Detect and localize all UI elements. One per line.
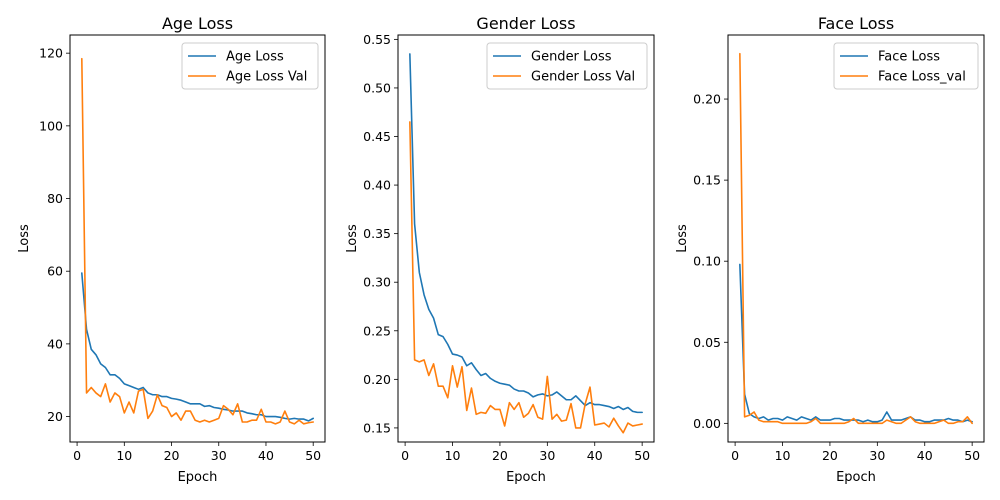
face-loss-chart: 0 10 20 30 40 50 0.00 0.05 0.10 0.15 0.20 Epoch Loss… [675, 14, 985, 485]
gender-loss-y-tick-label: 0.30 [363, 275, 391, 290]
gender-loss-y-axis-label: Loss [345, 224, 360, 253]
gender-loss-legend [486, 42, 648, 90]
face-loss-legend [833, 42, 979, 90]
age-loss-y-tick-label: 100 [39, 118, 63, 133]
gender-loss-x-tick-label: 10 [445, 448, 461, 463]
face-loss-legend-label: Face Loss [878, 50, 940, 65]
face-loss-y-axis-label: Loss [675, 224, 690, 253]
gender-loss-x-axis-label: Epoch [506, 470, 546, 485]
gender-loss-legend-label: Gender Loss Val [531, 70, 635, 85]
age-loss-x-axis-label: Epoch [178, 470, 218, 485]
age-loss-y-tick-label: 20 [47, 409, 63, 424]
face-loss-series-train-line [739, 263, 973, 423]
age-loss-y-axis-label: Loss [17, 224, 32, 253]
gender-loss-chart-title: Gender Loss [476, 14, 575, 33]
age-loss-x-tick-label: 0 [73, 448, 81, 463]
gender-loss-legend-label: Gender Loss [531, 50, 612, 65]
age-loss-chart-title: Age Loss [162, 14, 233, 33]
gender-loss-x-tick-label: 40 [587, 448, 603, 463]
gender-loss-series-val-line [409, 121, 643, 434]
age-loss-x-tick-label: 30 [211, 448, 227, 463]
gender-loss-y-tick-label: 0.50 [363, 80, 391, 95]
gender-loss-axes-frame [397, 34, 655, 443]
age-loss-y-tick-label: 120 [39, 46, 63, 61]
age-loss-chart: 0 10 20 30 40 50 20 40 60 80 100 120 Epoch Loss Age Lo… [17, 14, 326, 485]
age-loss-series-train-line [81, 272, 314, 422]
age-loss-x-tick-label: 40 [258, 448, 274, 463]
gender-loss-x-tick-label: 30 [539, 448, 555, 463]
age-loss-x-tick-label: 10 [116, 448, 132, 463]
gender-loss-y-tick-label: 0.35 [363, 226, 391, 241]
face-loss-legend-label: Face Loss_val [878, 70, 966, 85]
face-loss-x-tick-label: 10 [775, 448, 791, 463]
gender-loss-y-tick-label: 0.20 [363, 372, 391, 387]
gender-loss-x-tick-label: 20 [492, 448, 508, 463]
age-loss-legend [181, 42, 319, 90]
age-loss-x-tick-label: 50 [305, 448, 321, 463]
gender-loss-x-tick-label: 50 [634, 448, 650, 463]
face-loss-axes-frame [727, 34, 985, 443]
face-loss-y-tick-label: 0.05 [693, 335, 721, 350]
face-loss-y-tick-label: 0.00 [693, 416, 721, 431]
face-loss-x-tick-label: 40 [917, 448, 933, 463]
gender-loss-y-tick-label: 0.40 [363, 178, 391, 193]
age-loss-y-tick-label: 80 [47, 191, 63, 206]
gender-loss-y-tick-label: 0.45 [363, 129, 391, 144]
face-loss-series-val-line [739, 52, 973, 425]
age-loss-y-tick-label: 40 [47, 336, 63, 351]
face-loss-x-tick-label: 30 [869, 448, 885, 463]
gender-loss-chart: 0 10 20 30 40 50 0.15 0.20 0.25 0.30 0.35 0.40 0.45 0… [345, 14, 655, 485]
age-loss-x-tick-label: 20 [164, 448, 180, 463]
face-loss-y-tick-label: 0.15 [693, 173, 721, 188]
age-loss-series-val-line [81, 57, 314, 425]
face-loss-x-tick-label: 50 [964, 448, 980, 463]
age-loss-legend-label: Age Loss Val [226, 70, 307, 85]
gender-loss-y-tick-label: 0.55 [363, 32, 391, 47]
age-loss-axes-frame [69, 34, 326, 443]
gender-loss-series-train-line [409, 53, 643, 414]
face-loss-x-tick-label: 0 [731, 448, 739, 463]
face-loss-chart-title: Face Loss [818, 14, 894, 33]
face-loss-x-tick-label: 20 [822, 448, 838, 463]
gender-loss-x-tick-label: 0 [401, 448, 409, 463]
face-loss-y-tick-label: 0.20 [693, 92, 721, 107]
gender-loss-y-tick-label: 0.15 [363, 420, 391, 435]
gender-loss-y-tick-label: 0.25 [363, 323, 391, 338]
age-loss-y-tick-label: 60 [47, 264, 63, 279]
face-loss-y-tick-label: 0.10 [693, 254, 721, 269]
face-loss-x-axis-label: Epoch [836, 470, 876, 485]
age-loss-legend-label: Age Loss [226, 50, 284, 65]
